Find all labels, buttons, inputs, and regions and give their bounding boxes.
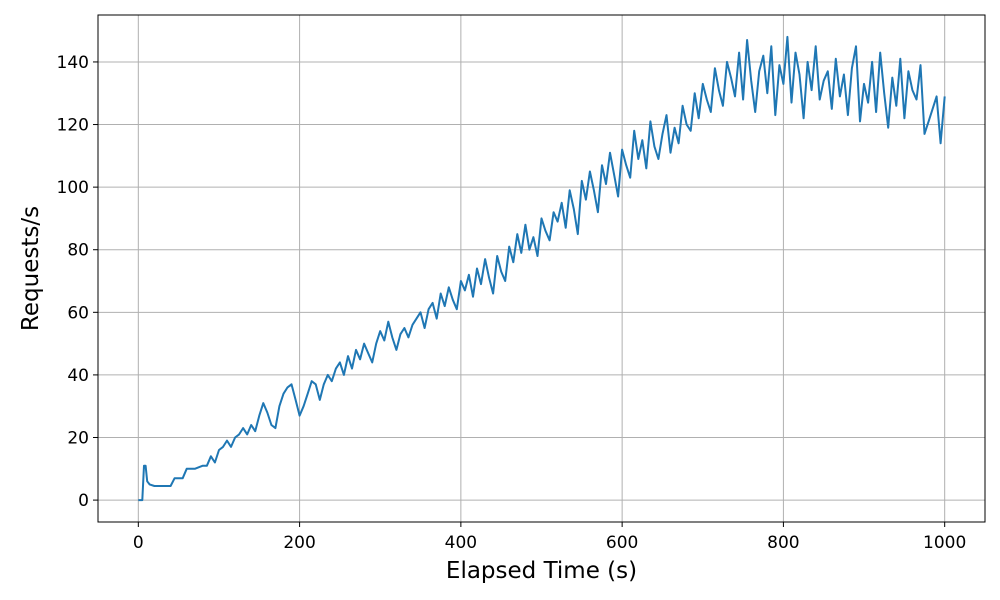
y-tick-label: 120 xyxy=(57,116,89,136)
y-tick-label: 80 xyxy=(67,241,89,261)
x-tick-label: 200 xyxy=(283,533,315,553)
x-tick-label: 800 xyxy=(767,533,799,553)
x-axis-label: Elapsed Time (s) xyxy=(446,558,637,584)
y-tick-label: 40 xyxy=(67,366,89,386)
series-line-0 xyxy=(138,35,946,502)
y-tick-label: 60 xyxy=(67,303,89,323)
x-tick-label: 400 xyxy=(445,533,477,553)
y-tick-label: 140 xyxy=(57,53,89,73)
y-axis-label: Requests/s xyxy=(18,206,44,331)
series-layer xyxy=(138,35,946,502)
y-tick-label: 20 xyxy=(67,429,89,449)
plot-frame xyxy=(97,14,986,523)
x-tick-label: 0 xyxy=(133,533,144,553)
x-tick-label: 600 xyxy=(606,533,638,553)
y-tick-label: 100 xyxy=(57,178,89,198)
y-tick-label: 0 xyxy=(78,491,89,511)
x-tick-label: 1000 xyxy=(923,533,966,553)
axis-ticks: 0 200 400 600 800 1000 0 20 40 60 80 100 120 140 xyxy=(57,53,967,553)
